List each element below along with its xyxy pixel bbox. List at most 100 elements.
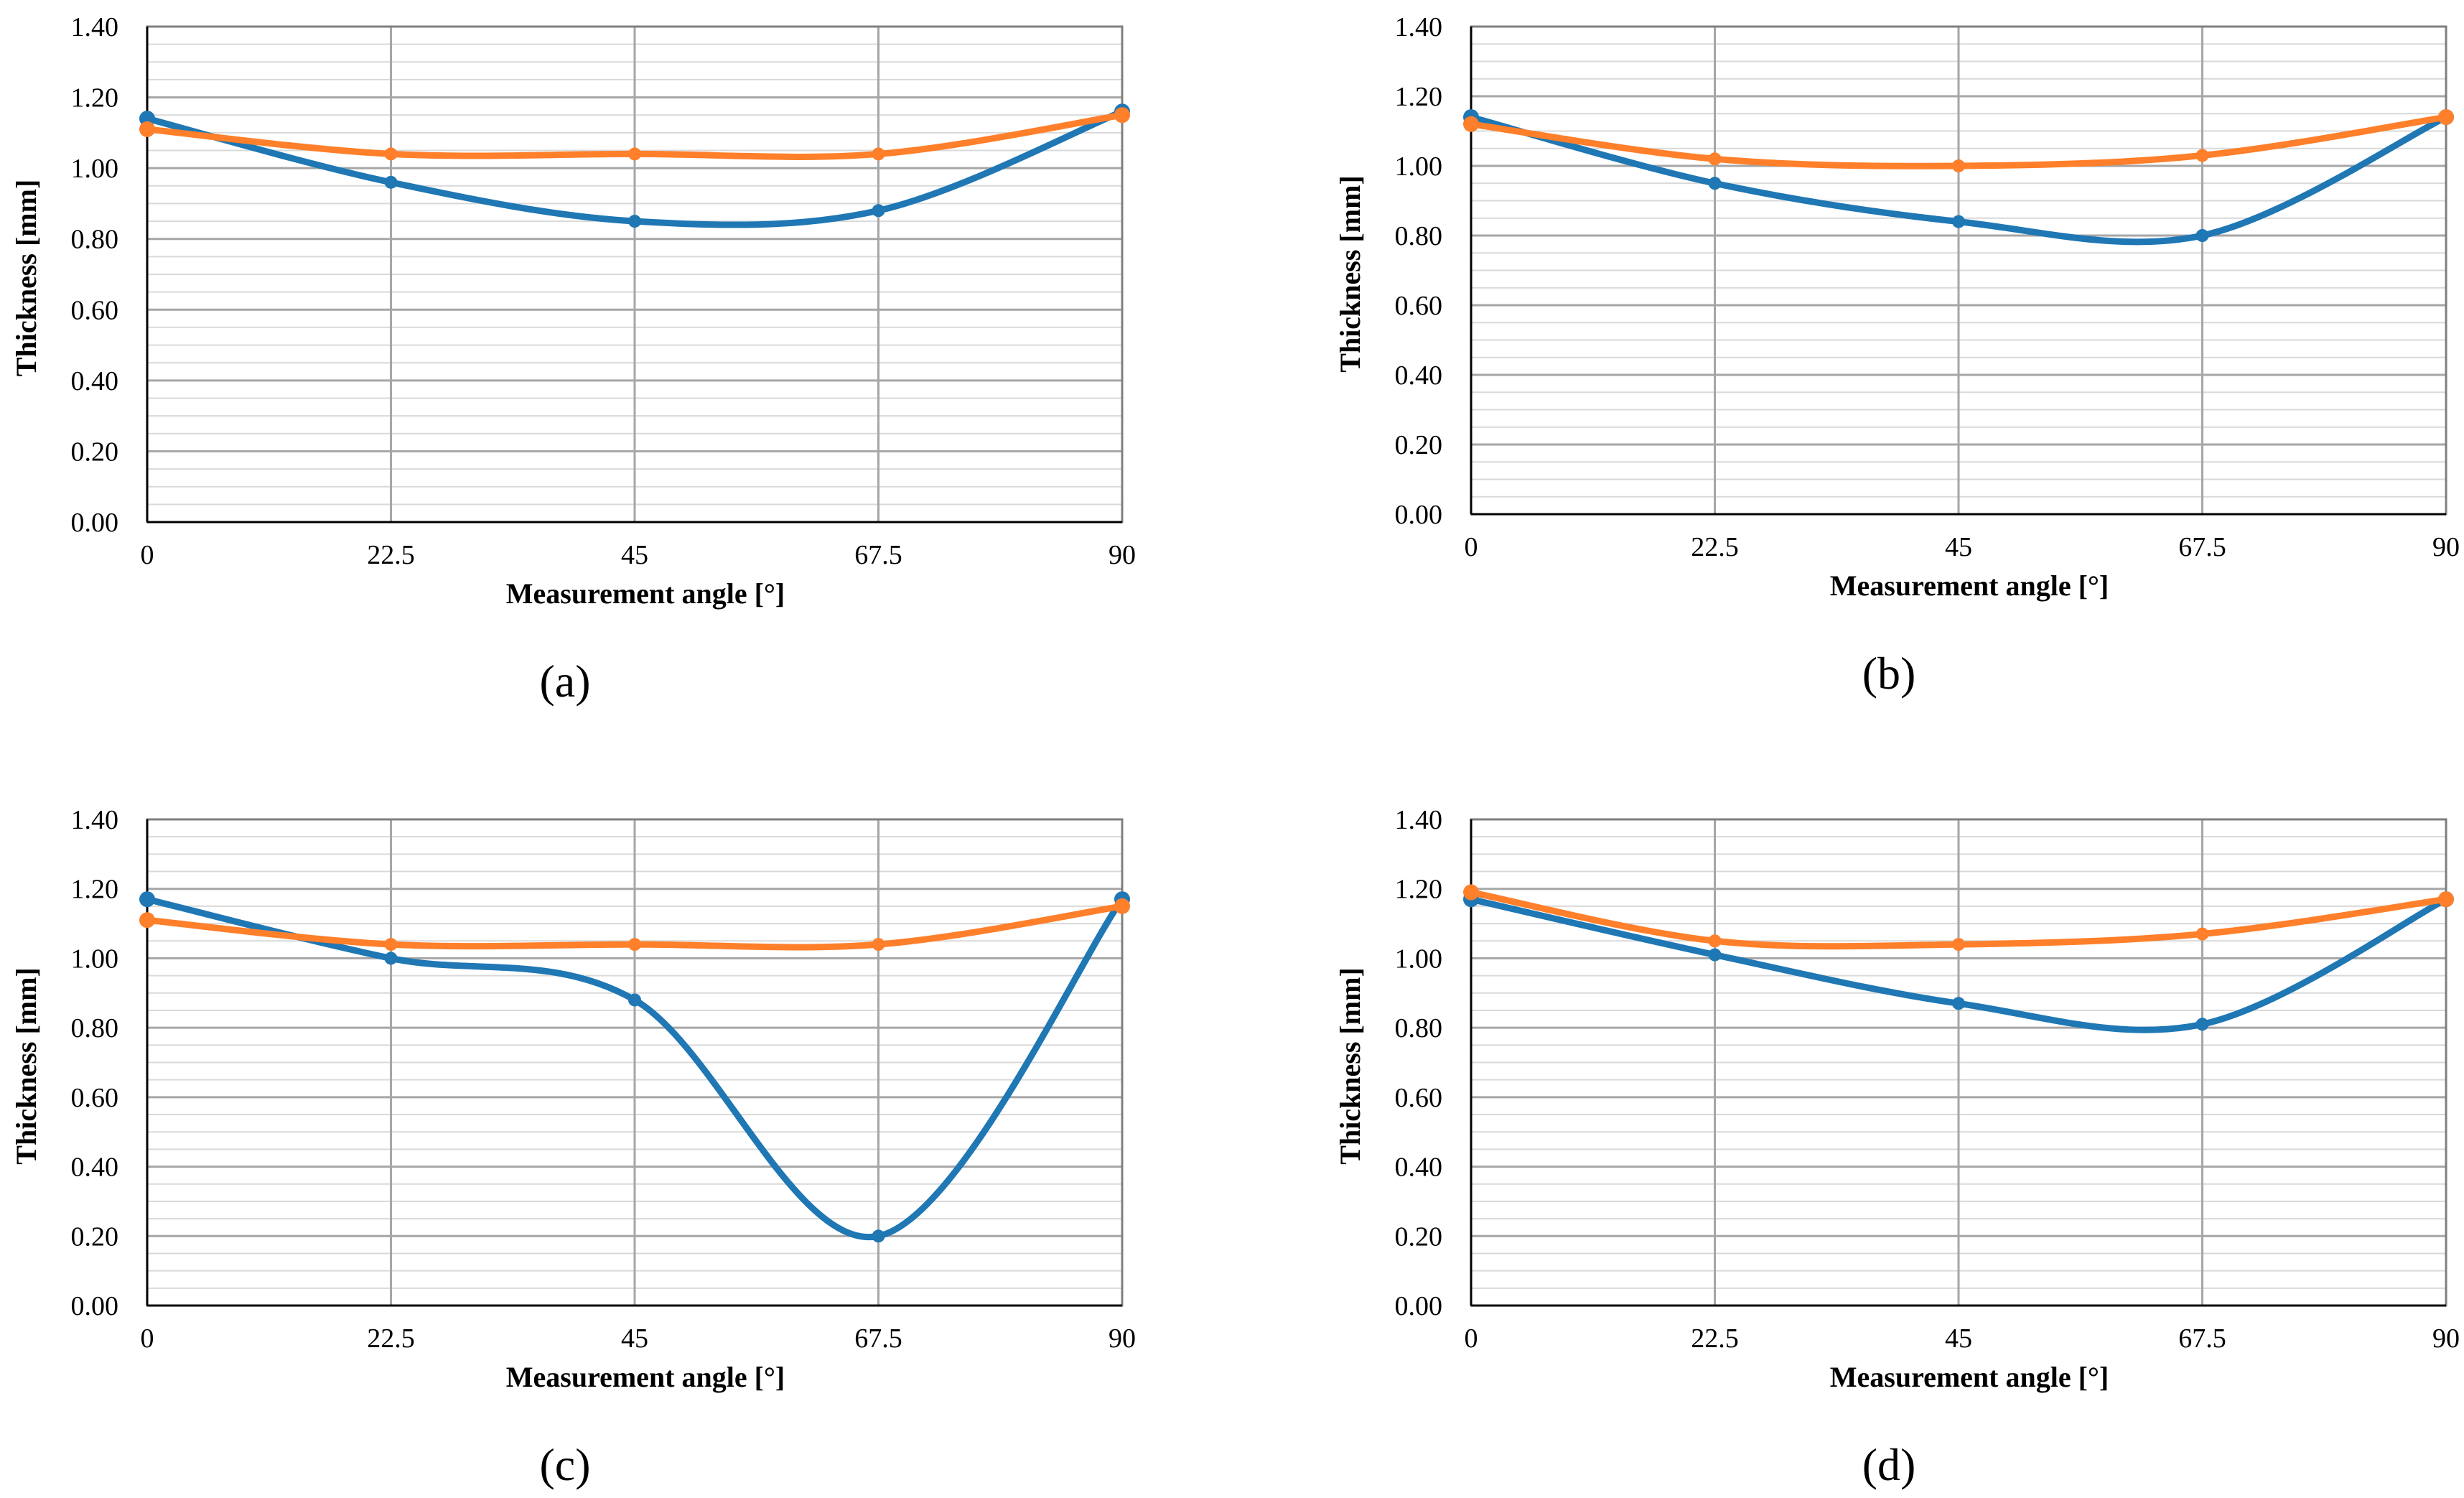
y-tick-label-d: 0.40 (1395, 1153, 1443, 1183)
y-tick-label-c: 0.40 (71, 1153, 119, 1183)
y-tick-label-c: 0.20 (71, 1222, 119, 1252)
panel-label-c: (c) (539, 1439, 590, 1490)
y-tick-label-b: 1.40 (1395, 12, 1443, 42)
x-tick-label-a: 0 (141, 540, 154, 570)
x-tick-label-d: 22.5 (1691, 1323, 1739, 1354)
y-tick-label-d: 1.20 (1395, 875, 1443, 905)
data-point-series-1-c (139, 891, 155, 908)
y-axis-title-b: Thickness [mm] (1334, 175, 1366, 372)
x-tick-label-d: 0 (1465, 1323, 1478, 1354)
x-axis-title-b: Measurement angle [°] (1830, 569, 2109, 602)
data-point-series-2-d (2195, 927, 2209, 941)
panel-label-a: (a) (539, 656, 590, 707)
y-tick-label-c: 1.40 (71, 805, 119, 835)
data-point-series-2-d (2438, 891, 2454, 908)
x-tick-label-d: 45 (1945, 1323, 1972, 1354)
data-point-series-2-c (872, 938, 885, 952)
y-tick-label-a: 1.00 (71, 154, 119, 184)
data-point-series-2-b (1952, 159, 1965, 172)
data-point-series-1-b (1708, 177, 1722, 190)
y-tick-label-c: 0.80 (71, 1013, 119, 1043)
y-tick-label-d: 0.00 (1395, 1291, 1443, 1321)
data-point-series-1-a (872, 204, 885, 218)
data-point-series-1-c (872, 1229, 885, 1243)
x-tick-label-a: 90 (1109, 540, 1136, 570)
data-point-series-2-a (139, 121, 155, 137)
y-tick-label-c: 0.60 (71, 1083, 119, 1113)
y-tick-label-c: 0.00 (71, 1291, 119, 1321)
data-point-series-2-a (872, 147, 885, 161)
data-point-series-2-d (1952, 938, 1965, 952)
x-tick-label-d: 90 (2432, 1323, 2460, 1354)
data-point-series-1-b (1952, 215, 1965, 228)
panel-label-b: (b) (1862, 648, 1916, 699)
x-tick-label-c: 0 (141, 1323, 154, 1354)
data-point-series-2-d (1463, 884, 1479, 901)
data-point-series-1-d (2195, 1018, 2209, 1031)
x-tick-label-c: 90 (1109, 1323, 1136, 1354)
y-axis-title-d: Thickness [mm] (1334, 967, 1366, 1164)
series-line-series-1-c (144, 895, 1126, 1241)
x-tick-label-b: 0 (1465, 532, 1478, 562)
x-tick-label-c: 22.5 (367, 1323, 415, 1354)
data-point-series-1-a (628, 215, 641, 228)
y-tick-label-d: 1.40 (1395, 805, 1443, 835)
data-point-series-1-d (1708, 948, 1722, 962)
y-tick-label-b: 0.80 (1395, 221, 1443, 251)
y-tick-label-a: 0.80 (71, 225, 119, 255)
chart-a: 0.00 0.20 0.40 0.60 0.80 1.00 1.20 1.40 0 22.5 45 6… (10, 12, 1136, 707)
y-tick-label-c: 1.20 (71, 875, 119, 905)
x-axis-title-a: Measurement angle [°] (506, 577, 785, 610)
data-point-series-1-d (1952, 997, 1965, 1010)
y-tick-label-d: 0.20 (1395, 1222, 1443, 1252)
chart-b: 0.00 0.20 0.40 0.60 0.80 1.00 1.20 1.40 0 22.5 45 6… (1334, 12, 2460, 699)
data-point-series-2-b (1708, 152, 1722, 166)
x-tick-label-b: 90 (2432, 532, 2460, 562)
data-point-series-2-c (384, 938, 398, 952)
y-tick-label-d: 0.80 (1395, 1013, 1443, 1043)
data-point-series-1-c (628, 993, 641, 1007)
y-tick-label-a: 0.20 (71, 437, 119, 467)
data-point-series-2-b (2195, 149, 2209, 162)
y-tick-label-a: 1.20 (71, 83, 119, 113)
y-tick-label-a: 0.60 (71, 295, 119, 325)
data-point-series-1-b (2195, 229, 2209, 242)
data-point-series-2-c (628, 938, 641, 952)
data-point-series-2-c (1114, 898, 1130, 914)
x-axis-title-d: Measurement angle [°] (1830, 1361, 2109, 1393)
y-tick-label-a: 1.40 (71, 12, 119, 42)
y-tick-label-d: 1.00 (1395, 944, 1443, 974)
x-axis-title-c: Measurement angle [°] (506, 1361, 785, 1393)
x-tick-label-c: 67.5 (854, 1323, 902, 1354)
y-tick-label-a: 0.40 (71, 366, 119, 396)
y-tick-label-c: 1.00 (71, 944, 119, 974)
y-tick-label-b: 0.60 (1395, 291, 1443, 321)
x-tick-label-a: 67.5 (854, 540, 902, 570)
x-tick-label-d: 67.5 (2178, 1323, 2226, 1354)
x-tick-label-b: 45 (1945, 532, 1972, 562)
x-tick-label-a: 22.5 (367, 540, 415, 570)
data-point-series-2-a (1114, 107, 1130, 124)
x-tick-label-b: 67.5 (2178, 532, 2226, 562)
data-point-series-2-a (384, 147, 398, 161)
y-tick-label-b: 1.20 (1395, 82, 1443, 112)
y-axis-title-c: Thickness [mm] (10, 967, 42, 1164)
data-point-series-1-c (384, 952, 398, 965)
y-tick-label-a: 0.00 (71, 508, 119, 538)
chart-d: 0.00 0.20 0.40 0.60 0.80 1.00 1.20 1.40 0 22.5 45 6… (1334, 805, 2460, 1490)
y-tick-label-d: 0.60 (1395, 1083, 1443, 1113)
panel-label-d: (d) (1862, 1439, 1916, 1490)
data-point-series-2-b (2438, 109, 2454, 126)
x-tick-label-b: 22.5 (1691, 532, 1739, 562)
data-point-series-1-a (384, 175, 398, 189)
data-point-series-2-b (1463, 116, 1479, 132)
x-tick-label-c: 45 (621, 1323, 648, 1354)
y-tick-label-b: 0.20 (1395, 430, 1443, 460)
data-point-series-2-a (628, 147, 641, 161)
data-point-series-2-d (1708, 934, 1722, 948)
y-axis-title-a: Thickness [mm] (10, 180, 42, 376)
y-tick-label-b: 0.00 (1395, 500, 1443, 530)
chart-c: 0.00 0.20 0.40 0.60 0.80 1.00 1.20 1.40 0 22.5 45 6… (10, 805, 1136, 1490)
x-tick-label-a: 45 (621, 540, 648, 570)
